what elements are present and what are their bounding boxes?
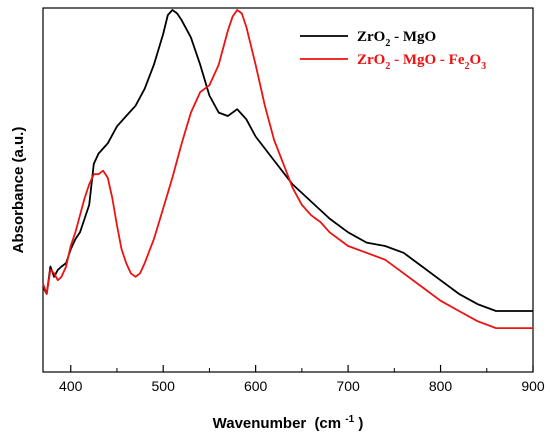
legend: ZrO2 - MgO ZrO2 - MgO - Fe2O3 [300, 29, 486, 72]
x-tick-label-900: 900 [521, 378, 545, 394]
x-axis-title-label: Wavenumber [213, 415, 307, 432]
y-axis-title: Absorbance (a.u.) [10, 127, 27, 254]
x-tick-label-500: 500 [152, 378, 176, 394]
x-tick-label-800: 800 [429, 378, 453, 394]
x-axis-title-unit-close: ) [358, 415, 363, 432]
series-line-2 [42, 9, 533, 329]
series-line-1 [42, 9, 533, 312]
x-tick-label-600: 600 [244, 378, 268, 394]
x-axis-ticks: 400 500 600 700 800 900 [59, 365, 545, 394]
x-tick-label-700: 700 [336, 378, 360, 394]
plot-area [42, 7, 534, 373]
legend-label-2: ZrO2 - MgO - Fe2O3 [357, 52, 486, 72]
series-layer [42, 9, 533, 329]
x-axis-title: Wavenumber (cm -1 ) [213, 409, 364, 432]
legend-label-1: ZrO2 - MgO [357, 29, 436, 49]
x-axis-title-unit: (cm [314, 415, 341, 432]
x-axis-title-unit-sup: -1 [345, 414, 354, 425]
x-tick-label-400: 400 [59, 378, 83, 394]
plot-frame [42, 7, 534, 373]
